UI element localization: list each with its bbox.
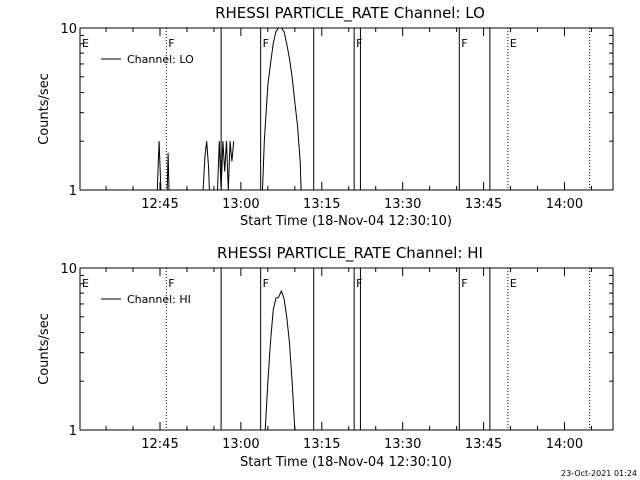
hi-x-axis-label: Start Time (18-Nov-04 12:30:10) (240, 455, 452, 470)
lo-marker-label: E (510, 37, 517, 50)
hi-x-tick-label: 13:45 (465, 437, 502, 452)
lo-x-tick-label: 12:45 (141, 197, 178, 212)
hi-x-tick-label: 13:15 (303, 437, 340, 452)
hi-marker-label: F (356, 277, 362, 290)
footer-date: 23-Oct-2021 01:24 (561, 469, 637, 478)
hi-marker-label: F (461, 277, 467, 290)
lo-marker-label: F (461, 37, 467, 50)
hi-legend-label: Channel: HI (127, 293, 191, 306)
lo-y-axis-label: Counts/sec (37, 73, 52, 145)
hi-marker-label: F (168, 277, 174, 290)
lo-x-axis-label: Start Time (18-Nov-04 12:30:10) (240, 214, 452, 229)
lo-y-ticks: 1 10 (60, 22, 613, 199)
hi-plot-frame (79, 267, 614, 431)
hi-marker-label: E (82, 277, 89, 290)
lo-series (156, 27, 302, 191)
lo-x-tick-label: 14:00 (546, 197, 583, 212)
hi-marker-label: F (263, 277, 269, 290)
lo-marker-label: E (82, 37, 89, 50)
hi-x-tick-label: 13:30 (384, 437, 421, 452)
lo-legend: Channel: LO (101, 53, 194, 66)
hi-series (264, 289, 296, 431)
hi-x-tick-label: 12:45 (141, 437, 178, 452)
lo-marker-label: F (263, 37, 269, 50)
hi-x-tick-label: 13:00 (222, 437, 259, 452)
lo-marker-label: F (168, 37, 174, 50)
lo-y-tick-label: 1 (69, 184, 77, 199)
lo-x-tick-label: 13:15 (303, 197, 340, 212)
hi-x-tick-label: 14:00 (546, 437, 583, 452)
lo-legend-label: Channel: LO (127, 53, 194, 66)
lo-series-line (202, 141, 211, 191)
hi-chart-title: RHESSI PARTICLE_RATE Channel: HI (217, 244, 483, 263)
lo-plot-frame (79, 27, 614, 191)
lo-series-line (156, 141, 162, 191)
lo-x-tick-label: 13:45 (465, 197, 502, 212)
hi-y-axis-label: Counts/sec (37, 313, 52, 385)
hi-series-line (264, 289, 296, 431)
hi-x-ticks: 12:45 13:00 13:15 13:30 13:45 14:00 (105, 268, 592, 452)
lo-series-line (217, 141, 235, 191)
lo-y-tick-label: 10 (60, 22, 77, 37)
lo-series-line (166, 152, 170, 191)
lo-x-tick-label: 13:30 (384, 197, 421, 212)
hi-y-tick-label: 10 (60, 262, 77, 277)
hi-y-ticks: 1 10 (60, 262, 613, 439)
lo-x-tick-label: 13:00 (222, 197, 259, 212)
lo-chart-title: RHESSI PARTICLE_RATE Channel: LO (215, 4, 485, 23)
hi-legend: Channel: HI (101, 293, 191, 306)
lo-x-ticks: 12:45 13:00 13:15 13:30 13:45 14:00 (105, 28, 592, 212)
hi-marker-label: E (510, 277, 517, 290)
lo-series-line (262, 27, 302, 191)
hi-y-tick-label: 1 (69, 424, 77, 439)
lo-marker-label: F (356, 37, 362, 50)
